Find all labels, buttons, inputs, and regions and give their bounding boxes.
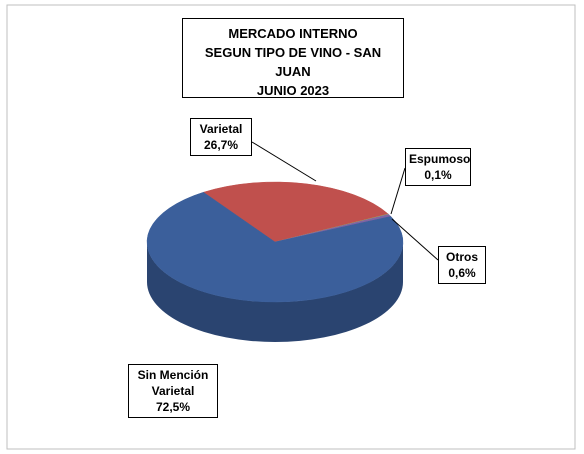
value-label: 72,5% <box>155 400 191 414</box>
pie-slice <box>146 191 404 303</box>
value-label: 26,7% <box>203 138 239 152</box>
title-line: MERCADO INTERNO <box>228 26 358 41</box>
pie-side <box>147 242 403 342</box>
chart-border <box>6 4 576 450</box>
leader-line <box>251 141 317 182</box>
category-label: Sin Mención Varietal <box>137 368 209 398</box>
value-label: 0,6% <box>448 266 476 280</box>
data-label-box: Otros 0,6% <box>438 246 486 284</box>
leader-line <box>390 167 406 215</box>
title-box: MERCADO INTERNO SEGUN TIPO DE VINO - SAN… <box>182 18 404 98</box>
category-label: Varietal <box>199 122 243 136</box>
title-line: SEGUN TIPO DE VINO - SAN JUAN <box>204 45 382 79</box>
data-label-box: Varietal 26,7% <box>190 118 252 156</box>
data-label-box: Espumoso 0,1% <box>405 148 471 186</box>
leader-line <box>391 218 439 261</box>
title-line: JUNIO 2023 <box>256 83 330 98</box>
category-label: Espumoso <box>409 152 471 166</box>
pie-slice <box>202 181 389 243</box>
category-label: Otros <box>445 250 478 264</box>
value-label: 0,1% <box>424 168 452 182</box>
data-label-box: Sin Mención Varietal 72,5% <box>128 364 218 418</box>
